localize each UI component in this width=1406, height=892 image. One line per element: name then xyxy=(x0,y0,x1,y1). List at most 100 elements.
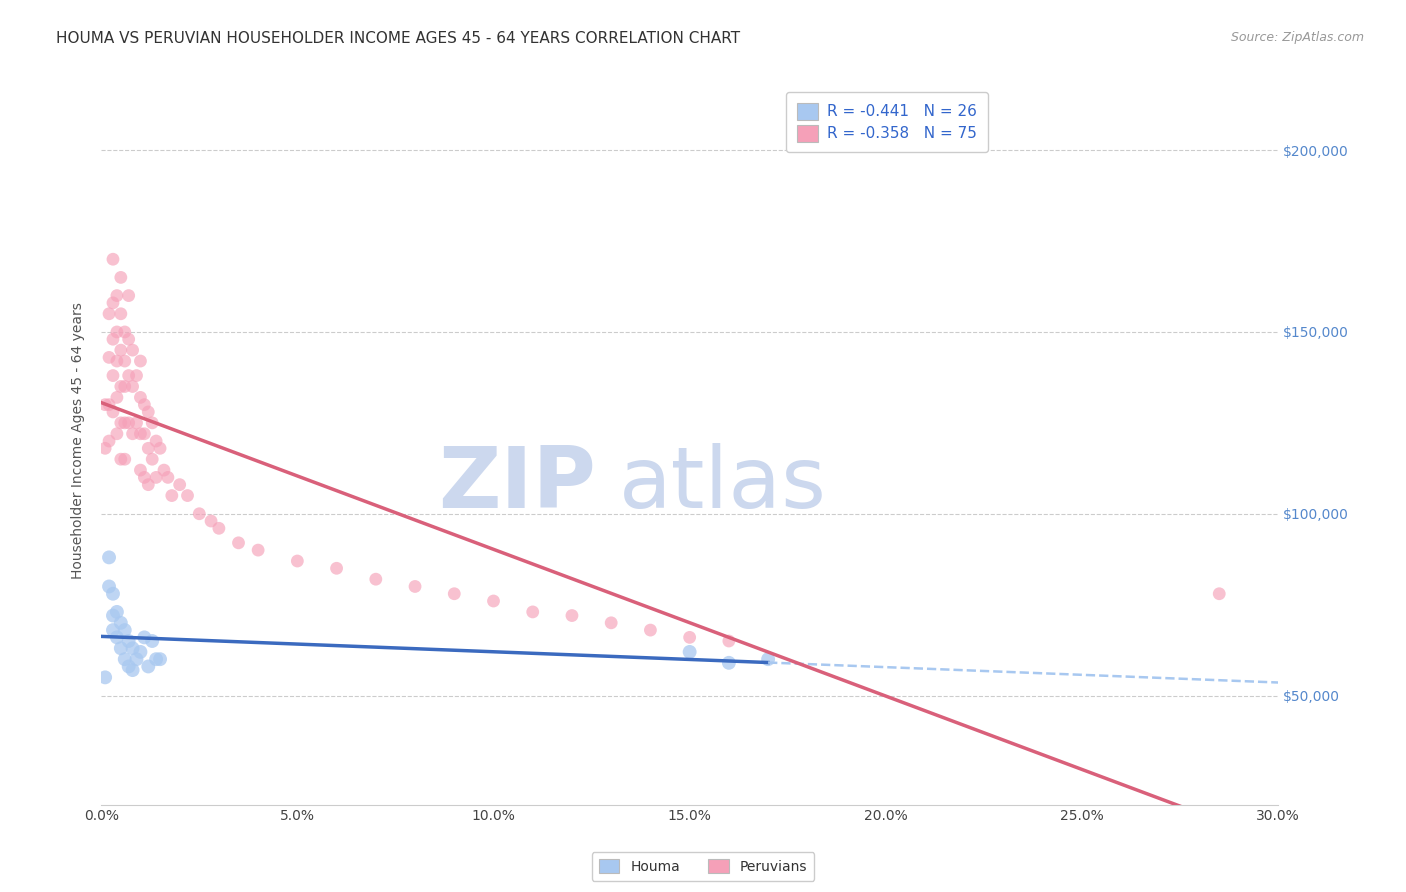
Point xyxy=(118,416,141,430)
Point xyxy=(129,391,152,405)
Point xyxy=(136,477,159,491)
Point xyxy=(101,405,124,419)
Point xyxy=(482,594,505,608)
Point xyxy=(364,572,387,586)
Y-axis label: Householder Income Ages 45 - 64 years: Householder Income Ages 45 - 64 years xyxy=(72,302,86,580)
Point xyxy=(136,659,159,673)
Point xyxy=(136,405,159,419)
Point xyxy=(679,631,702,645)
Point xyxy=(105,391,128,405)
Point xyxy=(136,442,159,456)
Legend: R = -0.441   N = 26, R = -0.358   N = 75: R = -0.441 N = 26, R = -0.358 N = 75 xyxy=(786,93,988,153)
Point xyxy=(134,398,156,412)
Point xyxy=(141,634,163,648)
Point xyxy=(105,631,128,645)
Point xyxy=(101,587,124,601)
Point xyxy=(121,343,143,358)
Point xyxy=(98,434,121,448)
Point xyxy=(98,579,121,593)
Point xyxy=(125,652,148,666)
Point xyxy=(98,550,121,565)
Point xyxy=(114,416,136,430)
Point xyxy=(118,368,141,383)
Point xyxy=(756,652,779,666)
Point xyxy=(101,368,124,383)
Point xyxy=(98,307,121,321)
Point xyxy=(145,434,167,448)
Point xyxy=(121,663,143,677)
Point xyxy=(110,270,132,285)
Point xyxy=(101,296,124,310)
Point xyxy=(98,351,121,365)
Point xyxy=(101,332,124,346)
Point xyxy=(101,252,124,267)
Point xyxy=(101,623,124,637)
Point xyxy=(285,554,308,568)
Point xyxy=(114,623,136,637)
Point xyxy=(149,442,172,456)
Point xyxy=(114,452,136,467)
Point xyxy=(125,368,148,383)
Point xyxy=(110,641,132,656)
Point xyxy=(522,605,544,619)
Point xyxy=(129,463,152,477)
Point xyxy=(145,470,167,484)
Point xyxy=(129,354,152,368)
Point xyxy=(600,615,623,630)
Legend: Houma, Peruvians: Houma, Peruvians xyxy=(592,852,814,880)
Point xyxy=(717,634,740,648)
Point xyxy=(94,442,117,456)
Point xyxy=(121,641,143,656)
Point xyxy=(114,652,136,666)
Point xyxy=(101,608,124,623)
Text: ZIP: ZIP xyxy=(437,443,596,526)
Point xyxy=(188,507,211,521)
Text: atlas: atlas xyxy=(619,443,827,526)
Point xyxy=(110,416,132,430)
Point xyxy=(134,470,156,484)
Point xyxy=(125,416,148,430)
Point xyxy=(121,426,143,441)
Point xyxy=(141,452,163,467)
Point xyxy=(134,631,156,645)
Point xyxy=(169,477,191,491)
Point xyxy=(94,398,117,412)
Point xyxy=(145,652,167,666)
Point xyxy=(679,645,702,659)
Point xyxy=(114,325,136,339)
Point xyxy=(105,288,128,302)
Point xyxy=(156,470,179,484)
Point xyxy=(118,634,141,648)
Point xyxy=(110,452,132,467)
Point xyxy=(247,543,270,558)
Point xyxy=(110,307,132,321)
Point xyxy=(110,615,132,630)
Point xyxy=(404,579,426,593)
Point xyxy=(98,398,121,412)
Point xyxy=(118,288,141,302)
Point xyxy=(640,623,662,637)
Point xyxy=(105,354,128,368)
Point xyxy=(717,656,740,670)
Text: HOUMA VS PERUVIAN HOUSEHOLDER INCOME AGES 45 - 64 YEARS CORRELATION CHART: HOUMA VS PERUVIAN HOUSEHOLDER INCOME AGE… xyxy=(56,31,741,46)
Point xyxy=(129,645,152,659)
Point xyxy=(176,489,198,503)
Point xyxy=(129,426,152,441)
Point xyxy=(105,426,128,441)
Point xyxy=(114,379,136,393)
Text: Source: ZipAtlas.com: Source: ZipAtlas.com xyxy=(1230,31,1364,45)
Point xyxy=(94,670,117,684)
Point xyxy=(105,325,128,339)
Point xyxy=(114,354,136,368)
Point xyxy=(561,608,583,623)
Point xyxy=(105,605,128,619)
Point xyxy=(153,463,176,477)
Point xyxy=(325,561,347,575)
Point xyxy=(141,416,163,430)
Point xyxy=(228,536,250,550)
Point xyxy=(200,514,222,528)
Point xyxy=(110,343,132,358)
Point xyxy=(149,652,172,666)
Point xyxy=(118,659,141,673)
Point xyxy=(134,426,156,441)
